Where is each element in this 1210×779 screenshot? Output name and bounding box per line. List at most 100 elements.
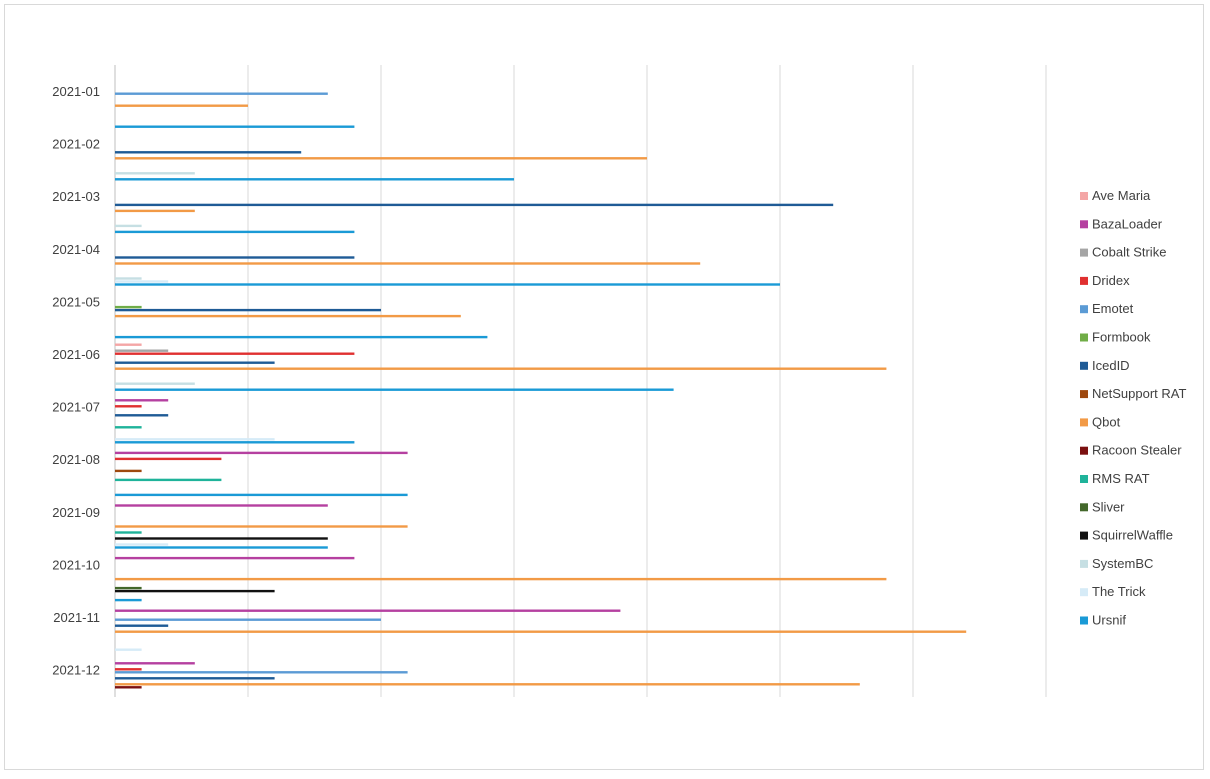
legend-swatch-netsupport-rat	[1080, 390, 1088, 399]
bar-bazaloader	[115, 504, 328, 507]
legend-swatch-ursnif	[1080, 616, 1088, 625]
bar-dridex	[115, 405, 142, 408]
bar-emotet	[115, 92, 328, 95]
category-label: 2021-08	[52, 452, 100, 467]
legend-label: IcedID	[1092, 358, 1130, 373]
bar-bazaloader	[115, 609, 621, 612]
bar-the-trick	[115, 648, 142, 651]
legend-swatch-qbot	[1080, 418, 1088, 427]
category-label: 2021-12	[52, 663, 100, 678]
legend-swatch-ave-maria	[1080, 192, 1088, 200]
bar-squirrelwaffle	[115, 589, 275, 593]
bar-sliver	[115, 586, 142, 590]
bar-rms-rat	[115, 531, 142, 534]
bar-the-trick	[115, 280, 169, 283]
legend-swatch-squirrelwaffle	[1080, 531, 1088, 540]
bar-icedid	[115, 624, 169, 627]
bar-bazaloader	[115, 451, 408, 455]
category-label: 2021-06	[52, 347, 100, 362]
bar-icedid	[115, 256, 355, 259]
bar-icedid	[115, 151, 302, 154]
bar-qbot	[115, 577, 887, 581]
legend-swatch-racoon-stealer	[1080, 446, 1088, 455]
legend-label: Ursnif	[1092, 613, 1126, 628]
bar-bazaloader	[115, 662, 195, 665]
bar-bazaloader	[115, 399, 169, 402]
bar-rms-rat	[115, 426, 142, 429]
bar-netsupport-rat	[115, 469, 142, 473]
category-label: 2021-03	[52, 189, 100, 204]
bar-ave-maria	[115, 343, 142, 346]
legend-label: Sliver	[1092, 499, 1125, 514]
bar-ursnif	[115, 230, 355, 234]
bar-systembc	[115, 172, 195, 175]
legend-label: Ave Maria	[1092, 188, 1151, 203]
bar-dridex	[115, 352, 355, 355]
bar-icedid	[115, 361, 275, 364]
legend-label: RMS RAT	[1092, 471, 1150, 486]
bar-icedid	[115, 677, 275, 680]
bar-dridex	[115, 668, 142, 671]
category-label: 2021-02	[52, 137, 100, 152]
bar-ursnif	[115, 178, 514, 181]
bar-qbot	[115, 314, 461, 318]
bar-the-trick	[115, 438, 275, 441]
bar-emotet	[115, 671, 408, 674]
legend-label: Cobalt Strike	[1092, 245, 1166, 260]
bar-rms-rat	[115, 478, 222, 482]
bar-ursnif	[115, 598, 142, 602]
bar-qbot	[115, 630, 967, 633]
legend-swatch-sliver	[1080, 503, 1088, 512]
bar-cobalt-strike	[115, 349, 169, 352]
bar-qbot	[115, 157, 647, 160]
category-label: 2021-11	[53, 610, 100, 625]
legend-label: The Trick	[1092, 584, 1146, 599]
bar-formbook	[115, 305, 142, 309]
bar-the-trick	[115, 543, 169, 546]
legend-label: SquirrelWaffle	[1092, 528, 1173, 543]
bar-systembc	[115, 382, 195, 385]
legend-swatch-bazaloader	[1080, 220, 1088, 229]
bar-qbot	[115, 525, 408, 528]
legend-label: NetSupport RAT	[1092, 386, 1186, 401]
bar-icedid	[115, 203, 834, 207]
bar-icedid	[115, 414, 169, 417]
bar-systembc	[115, 224, 142, 228]
legend-swatch-the-trick	[1080, 588, 1088, 597]
bar-systembc	[115, 277, 142, 280]
bar-icedid	[115, 308, 381, 312]
category-label: 2021-10	[52, 557, 100, 572]
bar-ursnif	[115, 546, 328, 549]
legend-label: Dridex	[1092, 273, 1130, 288]
legend-swatch-emotet	[1080, 305, 1088, 314]
bar-squirrelwaffle	[115, 537, 328, 540]
bar-qbot	[115, 262, 701, 265]
legend-swatch-cobalt-strike	[1080, 248, 1088, 257]
legend-swatch-dridex	[1080, 276, 1088, 285]
legend-swatch-formbook	[1080, 333, 1088, 342]
legend-label: Qbot	[1092, 414, 1121, 429]
bar-ursnif	[115, 441, 355, 444]
bar-emotet	[115, 618, 381, 621]
legend-swatch-rms-rat	[1080, 475, 1088, 483]
bar-qbot	[115, 104, 248, 107]
legend-label: Formbook	[1092, 330, 1151, 345]
chart-frame	[4, 4, 1204, 770]
category-label: 2021-01	[52, 84, 100, 99]
category-label: 2021-09	[52, 505, 100, 520]
legend-label: BazaLoader	[1092, 216, 1163, 231]
bar-dridex	[115, 457, 222, 461]
legend-label: SystemBC	[1092, 556, 1153, 571]
legend-label: Emotet	[1092, 301, 1134, 316]
legend-label: Racoon Stealer	[1092, 443, 1182, 458]
bar-bazaloader	[115, 556, 355, 560]
legend-swatch-icedid	[1080, 361, 1088, 370]
category-label: 2021-04	[52, 242, 100, 257]
bar-qbot	[115, 209, 195, 213]
bar-racoon-stealer	[115, 686, 142, 689]
bar-ursnif	[115, 335, 488, 339]
category-label: 2021-07	[52, 400, 100, 415]
bar-ursnif	[115, 283, 780, 286]
category-label: 2021-05	[52, 294, 100, 309]
